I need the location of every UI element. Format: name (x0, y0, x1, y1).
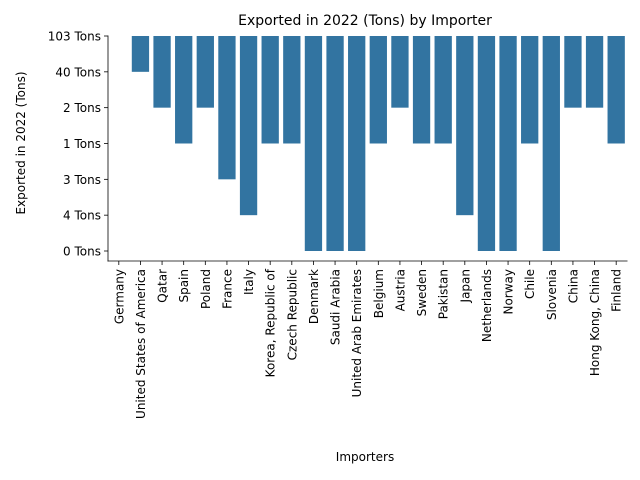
y-tick-labels: 103 Tons 40 Tons 2 Tons 1 Tons 3 Tons 4 Tons 0… (48, 30, 101, 259)
x-tick-labels: Germany United States of America Qatar Spai… (112, 268, 623, 419)
bar-chile (521, 36, 539, 144)
x-tick-label: Hong Kong, China (588, 269, 602, 376)
y-axis-label: Exported in 2022 (Tons) (14, 71, 28, 214)
y-tick-label: 4 Tons (63, 209, 101, 223)
x-axis-label: Importers (336, 450, 394, 464)
bar-saudi-arabia (326, 36, 344, 251)
x-tick-label: Slovenia (545, 269, 559, 320)
axes (104, 35, 628, 265)
x-tick-label: Japan (458, 269, 472, 303)
x-tick-label: Germany (112, 269, 126, 324)
y-tick-label: 40 Tons (55, 65, 101, 79)
bar-netherlands (477, 36, 496, 251)
bar-series (131, 36, 625, 251)
y-tick-label: 1 Tons (63, 137, 101, 151)
x-tick-label: Qatar (156, 269, 170, 303)
bar-hong-kong-china (585, 36, 604, 108)
bar-italy (239, 36, 258, 216)
y-tick-label: 103 Tons (48, 30, 101, 44)
y-tick-label: 3 Tons (63, 173, 101, 187)
bar-finland (607, 36, 625, 144)
x-tick-label: United Arab Emirates (350, 269, 364, 397)
y-tick-label: 2 Tons (63, 101, 101, 115)
x-tick-label: Denmark (307, 269, 321, 324)
x-tick-label: Finland (610, 269, 624, 312)
x-tick-label: China (566, 269, 580, 303)
bar-france (218, 36, 236, 180)
x-tick-label: Norway (502, 269, 516, 315)
bar-sweden (412, 36, 431, 144)
chart-title: Exported in 2022 (Tons) by Importer (238, 13, 492, 29)
bar-poland (196, 36, 214, 108)
bar-qatar (153, 36, 171, 108)
x-tick-label: Spain (177, 269, 191, 303)
bar-korea-republic-of (261, 36, 279, 144)
bar-slovenia (542, 36, 560, 251)
bar-spain (175, 36, 193, 144)
bar-austria (391, 36, 409, 108)
x-tick-label: Netherlands (480, 269, 494, 342)
x-tick-label: Chile (523, 269, 537, 299)
bar-pakistan (434, 36, 452, 144)
x-tick-label: France (220, 269, 234, 309)
x-tick-label: Czech Republic (285, 269, 299, 360)
x-tick-label: Sweden (415, 269, 429, 316)
x-tick-label: Korea, Republic of (264, 268, 278, 377)
bar-norway (499, 36, 517, 251)
bar-denmark (304, 36, 323, 251)
x-tick-label: Italy (242, 269, 256, 295)
y-tick-label: 0 Tons (63, 245, 101, 259)
bar-united-states-of-america (131, 36, 150, 72)
bar-japan (456, 36, 474, 216)
x-tick-label: Belgium (372, 269, 386, 318)
x-tick-label: Pakistan (437, 269, 451, 319)
bar-china (564, 36, 582, 108)
bar-united-arab-emirates (348, 36, 366, 251)
bar-belgium (369, 36, 387, 144)
x-tick-label: Poland (199, 269, 213, 309)
x-tick-label: Austria (393, 269, 407, 311)
bar-czech-republic (283, 36, 301, 144)
x-tick-label: United States of America (134, 269, 148, 419)
x-tick-label: Saudi Arabia (329, 269, 343, 345)
